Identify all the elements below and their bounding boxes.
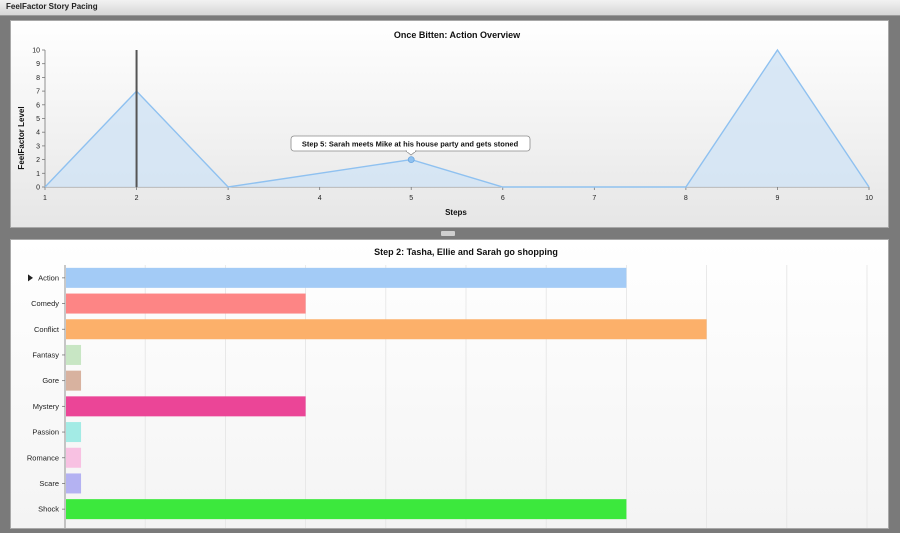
- bar-shock: [66, 499, 627, 520]
- tooltip-pointer-mask: [407, 149, 415, 152]
- bar-gore: [66, 370, 82, 391]
- y-tick-label: 9: [36, 61, 40, 68]
- window-titlebar: FeelFactor Story Pacing: [0, 0, 900, 16]
- chart-title: Step 2: Tasha, Ellie and Sarah go shoppi…: [374, 247, 558, 257]
- bar-comedy: [66, 293, 306, 314]
- x-tick-label: 10: [865, 195, 873, 202]
- category-label: Action: [38, 273, 59, 282]
- y-tick-label: 5: [36, 116, 40, 123]
- bar-action: [66, 267, 627, 288]
- y-tick-label: 0: [36, 185, 40, 192]
- y-tick-label: 8: [36, 75, 40, 82]
- category-label: Shock: [38, 505, 59, 514]
- selected-row-arrow-icon: [28, 274, 33, 282]
- overview-panel: Once Bitten: Action Overview FeelFactor …: [10, 20, 889, 228]
- y-tick-label: 4: [36, 130, 40, 137]
- bar-scare: [66, 473, 82, 494]
- category-label: Conflict: [34, 325, 60, 334]
- x-tick-label: 6: [501, 195, 505, 202]
- bar-mystery: [66, 396, 306, 417]
- bar-fantasy: [66, 344, 82, 365]
- category-label: Mystery: [33, 402, 60, 411]
- category-label: Romance: [27, 453, 59, 462]
- category-label: Comedy: [31, 299, 59, 308]
- x-tick-label: 9: [775, 195, 779, 202]
- category-label: Scare: [39, 479, 59, 488]
- x-tick-label: 3: [226, 195, 230, 202]
- x-tick-label: 2: [135, 195, 139, 202]
- action-overview-chart[interactable]: Once Bitten: Action Overview FeelFactor …: [11, 21, 888, 227]
- series-line: [44, 48, 870, 188]
- x-tick-label: 7: [592, 195, 596, 202]
- x-tick-label: 4: [318, 195, 322, 202]
- chart-title: Once Bitten: Action Overview: [394, 30, 521, 40]
- point-tooltip: Step 5: Sarah meets Mike at his house pa…: [290, 135, 531, 156]
- category-label: Fantasy: [32, 350, 59, 359]
- category-label: Passion: [32, 428, 59, 437]
- y-tick-label: 2: [36, 157, 40, 164]
- x-tick-label: 1: [43, 195, 47, 202]
- y-axis-label: FeelFactor Level: [17, 106, 26, 169]
- step-feelfactor-chart[interactable]: Step 2: Tasha, Ellie and Sarah go shoppi…: [11, 240, 888, 528]
- step-detail-panel: Step 2: Tasha, Ellie and Sarah go shoppi…: [10, 239, 889, 529]
- y-tick-label: 7: [36, 89, 40, 96]
- split-grip-icon[interactable]: [441, 231, 455, 236]
- y-tick-label: 6: [36, 102, 40, 109]
- tooltip-text: Step 5: Sarah meets Mike at his house pa…: [302, 140, 519, 149]
- x-tick-label: 5: [409, 195, 413, 202]
- bar-passion: [66, 422, 82, 443]
- y-tick-label: 3: [36, 143, 40, 150]
- window-title: FeelFactor Story Pacing: [6, 2, 98, 11]
- bar-conflict: [66, 319, 707, 340]
- series-area: [45, 50, 869, 187]
- y-tick-label: 10: [32, 48, 40, 55]
- highlighted-point: [407, 156, 415, 164]
- category-label: Gore: [42, 376, 59, 385]
- x-axis-label: Steps: [445, 208, 467, 217]
- x-tick-label: 8: [684, 195, 688, 202]
- y-tick-label: 1: [36, 171, 40, 178]
- bar-romance: [66, 447, 82, 468]
